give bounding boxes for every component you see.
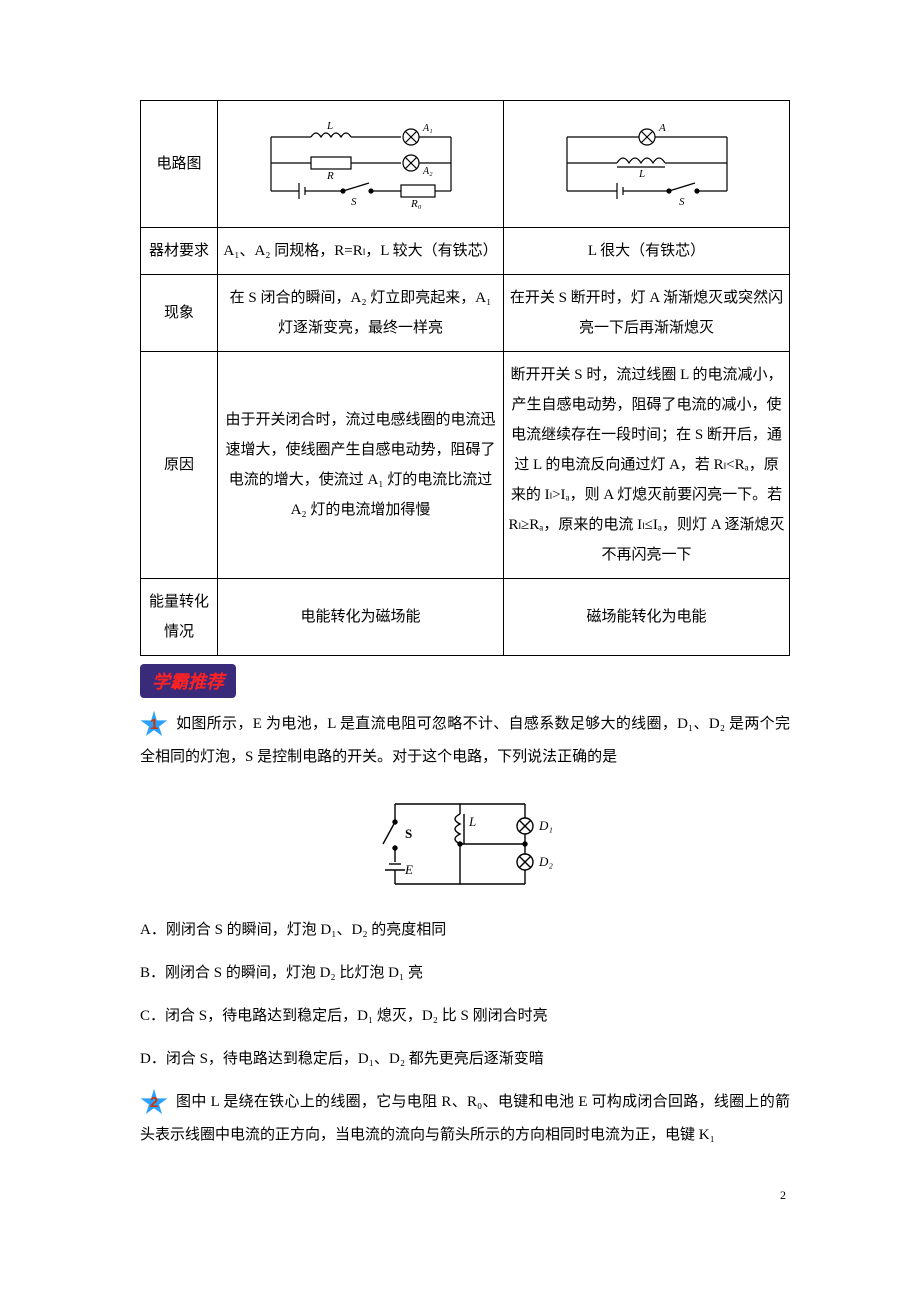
label-S: S <box>351 196 357 208</box>
label-A: A <box>658 122 666 134</box>
label-S: S <box>679 196 685 208</box>
question-2: 2 图中 L 是绕在铁心上的线圈，它与电阻 R、R₀、电键和电池 E 可构成闭合… <box>140 1086 790 1152</box>
page-number: 2 <box>140 1188 790 1203</box>
table-row-circuit: 电路图 <box>141 101 790 228</box>
question-1: 1 如图所示，E 为电池，L 是直流电阻可忽略不计、自感系数足够大的线圈，D₁、… <box>140 708 790 774</box>
table-row-phenomenon: 现象 在 S 闭合的瞬间，A₂ 灯立即亮起来，A₁ 灯逐渐变亮，最终一样亮 在开… <box>141 275 790 352</box>
row-label: 器材要求 <box>141 228 218 275</box>
cell-text: 断开开关 S 时，流过线圈 L 的电流减小，产生自感电动势，阻碍了电流的减小，使… <box>504 352 790 579</box>
cell-text: L 很大（有铁芯） <box>504 228 790 275</box>
row-label: 电路图 <box>141 101 218 228</box>
cell-text: 由于开关闭合时，流过电感线圈的电流迅速增大，使线圈产生自感电动势，阻碍了电流的增… <box>218 352 504 579</box>
label-L: L <box>468 814 476 829</box>
table-row-energy: 能量转化情况 电能转化为磁场能 磁场能转化为电能 <box>141 579 790 656</box>
table-row-reason: 原因 由于开关闭合时，流过电感线圈的电流迅速增大，使线圈产生自感电动势，阻碍了电… <box>141 352 790 579</box>
label-L: L <box>638 168 645 180</box>
row-label: 原因 <box>141 352 218 579</box>
cell-text: A₁、A₂ 同规格，R=Rₗ，L 较大（有铁芯） <box>218 228 504 275</box>
comparison-table: 电路图 <box>140 100 790 656</box>
label-R: R <box>326 170 334 182</box>
label-A1: A₁ <box>422 123 433 134</box>
question-stem: 如图所示，E 为电池，L 是直流电阻可忽略不计、自感系数足够大的线圈，D₁、D₂… <box>140 716 790 765</box>
option-c: C．闭合 S，待电路达到稳定后，D₁ 熄灭，D₂ 比 S 刚闭合时亮 <box>140 1000 790 1033</box>
section-badge-box: 学霸推荐 <box>140 664 790 698</box>
option-a: A．刚闭合 S 的瞬间，灯泡 D₁、D₂ 的亮度相同 <box>140 914 790 947</box>
row-label: 现象 <box>141 275 218 352</box>
section-badge: 学霸推荐 <box>140 664 236 698</box>
circuit-diagram-b: A L S <box>504 101 790 228</box>
option-d: D．闭合 S，待电路达到稳定后，D₁、D₂ 都先更亮后逐渐变暗 <box>140 1043 790 1076</box>
label-R0: R₀ <box>410 198 422 209</box>
question-star-icon: 2 <box>140 1089 168 1117</box>
question-stem: 图中 L 是绕在铁心上的线圈，它与电阻 R、R₀、电键和电池 E 可构成闭合回路… <box>140 1094 790 1143</box>
cell-text: 在 S 闭合的瞬间，A₂ 灯立即亮起来，A₁ 灯逐渐变亮，最终一样亮 <box>218 275 504 352</box>
label-E: E <box>404 862 413 877</box>
circuit-diagram-a: L R S R₀ A₁ A₂ <box>218 101 504 228</box>
label-A2: A₂ <box>422 166 433 177</box>
option-b: B．刚闭合 S 的瞬间，灯泡 D₂ 比灯泡 D₁ 亮 <box>140 957 790 990</box>
label-S: S <box>405 826 412 841</box>
row-label: 能量转化情况 <box>141 579 218 656</box>
cell-text: 磁场能转化为电能 <box>504 579 790 656</box>
label-L: L <box>326 120 333 132</box>
cell-text: 在开关 S 断开时，灯 A 渐渐熄灭或突然闪亮一下后再渐渐熄灭 <box>504 275 790 352</box>
label-D1: D₁ <box>538 818 553 833</box>
table-row-equipment: 器材要求 A₁、A₂ 同规格，R=Rₗ，L 较大（有铁芯） L 很大（有铁芯） <box>141 228 790 275</box>
question-1-circuit: S L E D₁ D₂ <box>365 784 565 904</box>
cell-text: 电能转化为磁场能 <box>218 579 504 656</box>
question-star-icon: 1 <box>140 711 168 739</box>
label-D2: D₂ <box>538 854 553 869</box>
